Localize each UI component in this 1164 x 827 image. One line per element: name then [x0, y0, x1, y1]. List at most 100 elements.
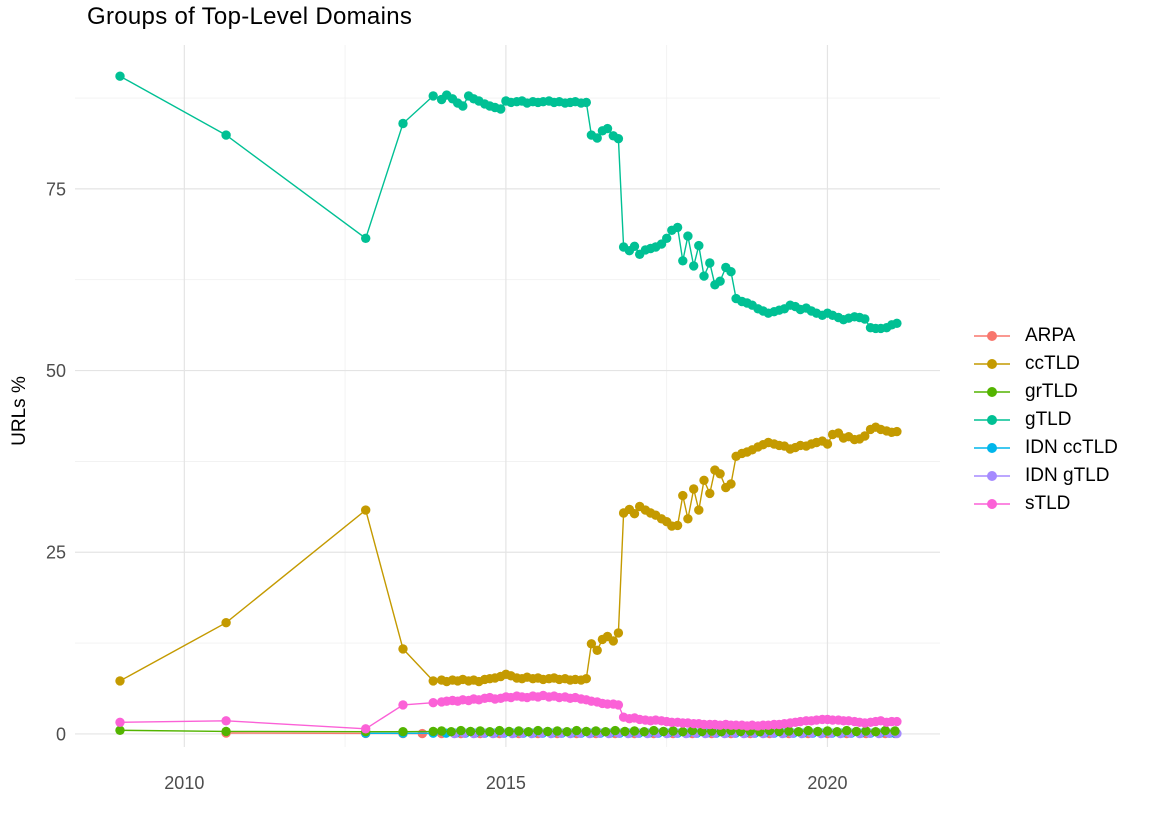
- legend-item-idn-cctld: IDN ccTLD: [973, 434, 1118, 462]
- data-point-grtld: [504, 726, 514, 737]
- data-point-cctld: [678, 490, 688, 501]
- data-point-grtld: [649, 725, 659, 736]
- data-point-grtld: [629, 726, 640, 736]
- data-point-stld: [613, 700, 624, 710]
- data-point-grtld: [600, 727, 611, 737]
- data-point-grtld: [890, 726, 900, 736]
- data-point-grtld: [562, 727, 572, 737]
- data-point-grtld: [813, 726, 823, 737]
- legend-label: sTLD: [1025, 493, 1071, 514]
- data-point-grtld: [861, 726, 871, 736]
- data-point-gtld: [672, 222, 683, 233]
- data-point-gtld: [581, 97, 591, 108]
- data-point-gtld: [715, 276, 725, 286]
- data-point-gtld: [689, 261, 699, 271]
- legend-key-icon: [974, 387, 1010, 397]
- legend-key-icon: [974, 359, 1010, 369]
- data-point-cctld: [581, 674, 591, 684]
- data-point-grtld: [774, 726, 784, 737]
- data-point-cctld: [860, 431, 870, 441]
- data-point-cctld: [586, 639, 597, 649]
- data-point-grtld: [668, 726, 678, 736]
- data-point-cctld: [892, 426, 902, 437]
- legend-label: ARPA: [1025, 325, 1076, 346]
- data-point-grtld: [842, 725, 852, 736]
- data-point-grtld: [591, 726, 601, 736]
- x-tick-label: 2010: [164, 773, 204, 793]
- data-point-cctld: [715, 469, 725, 479]
- data-point-grtld: [803, 725, 813, 736]
- data-point-cctld: [694, 505, 704, 515]
- data-point-grtld: [115, 725, 125, 735]
- data-point-gtld: [705, 258, 715, 268]
- data-point-grtld: [880, 725, 890, 736]
- data-point-gtld: [602, 123, 613, 134]
- data-point-grtld: [446, 727, 456, 737]
- legend-label: gTLD: [1025, 409, 1072, 430]
- legend-item-cctld: ccTLD: [973, 350, 1118, 378]
- legend-key-icon: [974, 331, 1010, 341]
- data-point-grtld: [784, 726, 794, 736]
- legend-key-icon: [974, 415, 1010, 425]
- series-line-gtld: [119, 75, 898, 330]
- data-point-gtld: [458, 101, 468, 111]
- legend-label: ccTLD: [1025, 353, 1080, 374]
- legend-label: grTLD: [1025, 381, 1078, 402]
- data-point-gtld: [662, 233, 672, 243]
- data-point-stld: [398, 700, 408, 710]
- y-tick-label: 25: [46, 543, 66, 563]
- data-point-gtld: [892, 318, 902, 328]
- legend-item-grtld: grTLD: [973, 378, 1118, 406]
- legend-key-icon: [974, 471, 1010, 481]
- data-point-grtld: [465, 726, 476, 737]
- data-point-gtld: [629, 241, 640, 251]
- data-point-gtld: [221, 130, 231, 140]
- data-point-grtld: [851, 726, 862, 737]
- y-tick-label: 0: [56, 724, 66, 744]
- data-point-grtld: [221, 726, 231, 737]
- data-point-grtld: [678, 727, 688, 737]
- data-point-grtld: [871, 727, 881, 737]
- data-point-stld: [115, 717, 125, 727]
- data-point-gtld: [726, 267, 736, 277]
- data-point-grtld: [398, 727, 408, 737]
- data-point-gtld: [683, 231, 693, 241]
- data-point-cctld: [689, 484, 699, 494]
- data-point-stld: [892, 716, 902, 727]
- y-tick-label: 50: [46, 361, 66, 381]
- data-point-cctld: [613, 628, 624, 638]
- data-point-grtld: [485, 727, 495, 737]
- data-point-cctld: [115, 676, 125, 686]
- data-point-grtld: [475, 726, 485, 736]
- data-point-cctld: [629, 509, 640, 519]
- legend: ARPA ccTLD grTLD gTLD IDN ccTLD IDN gTLD sTLD: [973, 322, 1118, 518]
- data-point-gtld: [398, 118, 408, 129]
- data-point-grtld: [610, 725, 620, 736]
- data-point-grtld: [581, 726, 591, 737]
- data-point-stld: [361, 724, 371, 734]
- data-point-grtld: [533, 725, 543, 736]
- x-tick-label: 2020: [807, 773, 847, 793]
- chart-title: Groups of Top-Level Domains: [87, 3, 413, 30]
- data-point-grtld: [514, 726, 524, 736]
- data-point-cctld: [592, 645, 602, 655]
- data-point-grtld: [543, 726, 553, 737]
- data-point-grtld: [456, 725, 466, 736]
- x-tick-label: 2015: [486, 773, 526, 793]
- data-point-cctld: [398, 644, 408, 654]
- legend-key-icon: [974, 443, 1010, 453]
- legend-item-arpa: ARPA: [973, 322, 1118, 350]
- data-point-gtld: [694, 240, 704, 251]
- data-point-stld: [221, 716, 231, 726]
- data-point-stld: [428, 698, 438, 708]
- legend-item-idn-gtld: IDN gTLD: [973, 462, 1118, 490]
- data-point-grtld: [658, 726, 669, 737]
- data-point-grtld: [436, 726, 447, 736]
- legend-item-stld: sTLD: [973, 490, 1118, 518]
- data-point-gtld: [678, 256, 688, 266]
- data-point-grtld: [822, 726, 833, 736]
- data-point-cctld: [699, 475, 709, 485]
- data-point-gtld: [860, 314, 870, 324]
